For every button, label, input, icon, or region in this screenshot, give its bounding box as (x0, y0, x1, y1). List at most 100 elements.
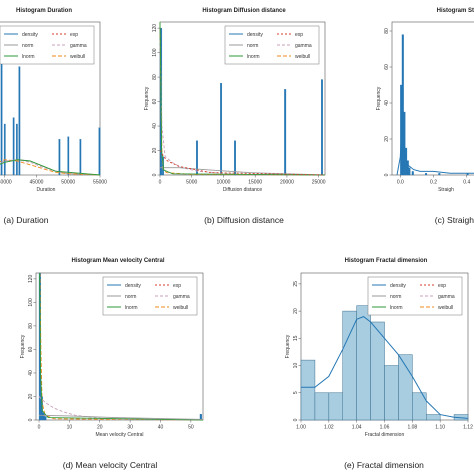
legend-label-lnorm: lnorm (125, 305, 138, 311)
legend-label-gamma: gamma (438, 294, 455, 300)
histogram-bar (44, 416, 47, 421)
histogram-bar (398, 354, 413, 421)
x-tick-label: 5000 (186, 180, 197, 186)
y-tick-label: 0 (384, 173, 390, 176)
y-tick-label: 60 (152, 99, 158, 105)
curve-lnorm (39, 272, 204, 421)
x-axis-label: Diffusion distance (223, 187, 263, 193)
legend-label-lnorm: lnorm (247, 54, 260, 60)
histogram-bar (79, 139, 82, 176)
y-tick-label: 20 (152, 148, 158, 154)
legend-label-density: density (247, 32, 263, 38)
panel-e: Histogram Fractal dimension 1.00 1.02 1.04 1… (285, 258, 473, 470)
y-tick-label: 20 (384, 136, 390, 142)
y-tick-label: 0 (28, 418, 34, 421)
panel-caption: (b) Diffusion distance (204, 215, 284, 225)
x-axis-label: Fractal dimension (365, 432, 405, 438)
x-tick-label: 25000 (312, 180, 326, 186)
curve-norm (0, 159, 101, 176)
legend-label-density: density (390, 283, 406, 289)
histogram-bar (412, 392, 427, 421)
plot-frame (35, 272, 204, 421)
curve-gamma (0, 159, 101, 176)
histogram-bar (401, 34, 404, 176)
histogram-bar (98, 127, 101, 176)
y-tick-label: 0 (152, 173, 158, 176)
legend-label-gamma: gamma (295, 43, 312, 49)
x-tick-label: 10 (67, 425, 73, 431)
y-axis-label: Frequency (376, 86, 382, 110)
panel-title: Histogram Duration (16, 8, 72, 14)
histogram-bar (67, 136, 70, 176)
histogram-bar (196, 140, 198, 176)
panel-caption: (c) Straigh (435, 215, 474, 225)
x-tick-label: 1.08 (407, 425, 417, 431)
curve-density (396, 120, 474, 176)
y-tick-label: 60 (28, 346, 34, 352)
curve-weibull (39, 272, 204, 421)
x-tick-label: 40 (158, 425, 164, 431)
panel-d: Histogram Mean velocity Central 0 10 20 30 40… (20, 258, 204, 470)
x-axis-label: Duration (37, 187, 56, 193)
histogram-bar (321, 79, 323, 176)
x-tick-label: 15000 (248, 180, 262, 186)
x-tick-label: 1.02 (324, 425, 334, 431)
legend-label-lnorm: lnorm (22, 54, 35, 60)
panel-caption: (e) Fractal dimension (344, 460, 424, 470)
y-tick-label: 40 (384, 100, 390, 106)
histogram-bar (0, 47, 3, 176)
histogram-bar (42, 412, 45, 421)
y-tick-label: 5 (293, 391, 299, 394)
legend-label-density: density (22, 32, 38, 38)
histogram-bar (284, 89, 287, 176)
curve-lnorm (0, 159, 101, 176)
legend: density norm lnorm exp gamma weibull (102, 276, 198, 316)
y-tick-label: 120 (152, 24, 158, 33)
legend-label-norm: norm (390, 294, 401, 300)
histogram-bar (356, 305, 371, 421)
x-tick-label: 0.4 (463, 180, 470, 186)
histogram-bar (403, 111, 406, 176)
histogram-bar (18, 66, 21, 176)
histogram-bar (234, 140, 236, 176)
histogram-bar (15, 123, 18, 176)
y-tick-label: 20 (293, 308, 299, 314)
legend-label-norm: norm (125, 294, 136, 300)
legend-label-weibull: weibull (438, 305, 453, 311)
legend-label-exp: exp (70, 32, 78, 38)
histogram-bar (411, 171, 414, 176)
legend-label-exp: exp (438, 283, 446, 289)
x-tick-label: 1.10 (435, 425, 445, 431)
x-tick-label: 1.04 (352, 425, 362, 431)
x-tick-label: 1.12 (463, 425, 473, 431)
y-tick-label: 25 (293, 281, 299, 287)
curve-weibull (0, 159, 101, 176)
legend-label-norm: norm (247, 43, 258, 49)
y-axis-label: Frequency (20, 334, 26, 358)
x-tick-label: 20 (97, 425, 103, 431)
y-tick-label: 100 (152, 48, 158, 57)
histogram-bar (342, 310, 357, 421)
legend: density norm lnorm exp gamma weibull (0, 25, 95, 65)
plot-frame (391, 21, 474, 176)
y-tick-label: 40 (28, 370, 34, 376)
x-tick-label: 55000 (93, 180, 107, 186)
panel-c: Histogram St 0.0 0.2 0.4 0 20 40 60 80 Straigh Fre… (376, 8, 474, 225)
y-tick-label: 40 (152, 123, 158, 129)
y-tick-label: 80 (384, 28, 390, 34)
legend-label-exp: exp (295, 32, 303, 38)
histogram-bar (300, 359, 316, 421)
plot-frame (0, 21, 101, 176)
curve-density (301, 316, 469, 419)
x-tick-label: 40000 (0, 180, 12, 186)
histogram-bar (314, 392, 330, 421)
panel-caption: (a) Duration (4, 215, 49, 225)
x-tick-label: 0 (38, 425, 41, 431)
legend: density norm lnorm exp gamma weibull (224, 25, 320, 65)
y-tick-label: 60 (384, 64, 390, 70)
y-axis-label: Frequency (144, 86, 150, 110)
y-tick-label: 20 (28, 393, 34, 399)
legend-label-exp: exp (173, 283, 181, 289)
histogram-bar (12, 117, 15, 176)
